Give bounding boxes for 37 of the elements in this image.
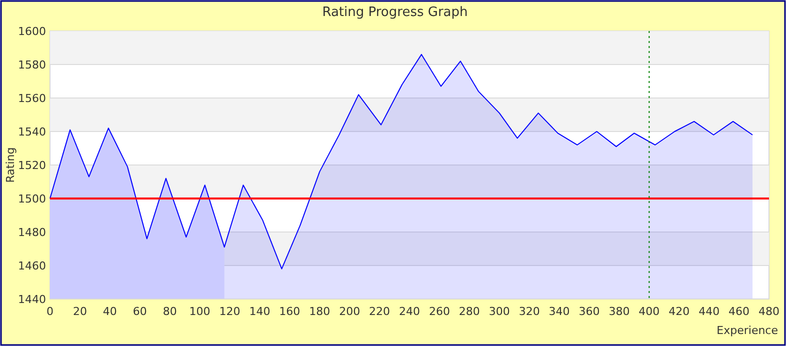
x-tick-label: 300 (488, 305, 510, 318)
x-tick-label: 380 (608, 305, 630, 318)
x-tick-label: 460 (728, 305, 750, 318)
x-tick-label: 440 (698, 305, 720, 318)
y-tick-label: 1560 (18, 92, 46, 105)
x-tick-label: 160 (279, 305, 300, 318)
x-tick-label: 400 (638, 305, 660, 318)
x-axis-title: Experience (716, 324, 778, 337)
x-tick-label: 140 (249, 305, 270, 318)
chart-title: Rating Progress Graph (322, 5, 468, 20)
x-tick-label: 180 (309, 305, 330, 318)
x-tick-label: 0 (46, 305, 54, 318)
x-tick-label: 220 (369, 305, 390, 318)
x-tick-label: 360 (578, 305, 600, 318)
x-tick-label: 260 (428, 305, 450, 318)
x-tick-label: 240 (399, 305, 420, 318)
x-tick-label: 200 (339, 305, 360, 318)
x-tick-label: 420 (668, 305, 690, 318)
y-tick-label: 1600 (18, 24, 46, 38)
y-tick-label: 1440 (18, 292, 46, 306)
x-tick-label: 480 (758, 305, 780, 318)
y-axis-title: Rating (4, 147, 17, 183)
x-tick-label: 60 (132, 305, 147, 318)
y-tick-label: 1500 (18, 192, 46, 206)
x-tick-label: 80 (162, 305, 177, 318)
x-tick-label: 340 (548, 305, 570, 318)
x-tick-label: 100 (189, 305, 210, 318)
y-tick-label: 1480 (18, 226, 46, 239)
y-tick-label: 1520 (18, 158, 46, 172)
y-tick-label: 1580 (18, 58, 46, 72)
x-tick-label: 20 (72, 305, 87, 318)
y-tick-label: 1540 (18, 125, 46, 138)
x-tick-label: 320 (518, 305, 540, 318)
y-tick-label: 1460 (18, 259, 46, 272)
x-tick-label: 120 (219, 305, 240, 318)
x-tick-label: 280 (458, 305, 480, 318)
x-tick-label: 40 (102, 305, 117, 318)
